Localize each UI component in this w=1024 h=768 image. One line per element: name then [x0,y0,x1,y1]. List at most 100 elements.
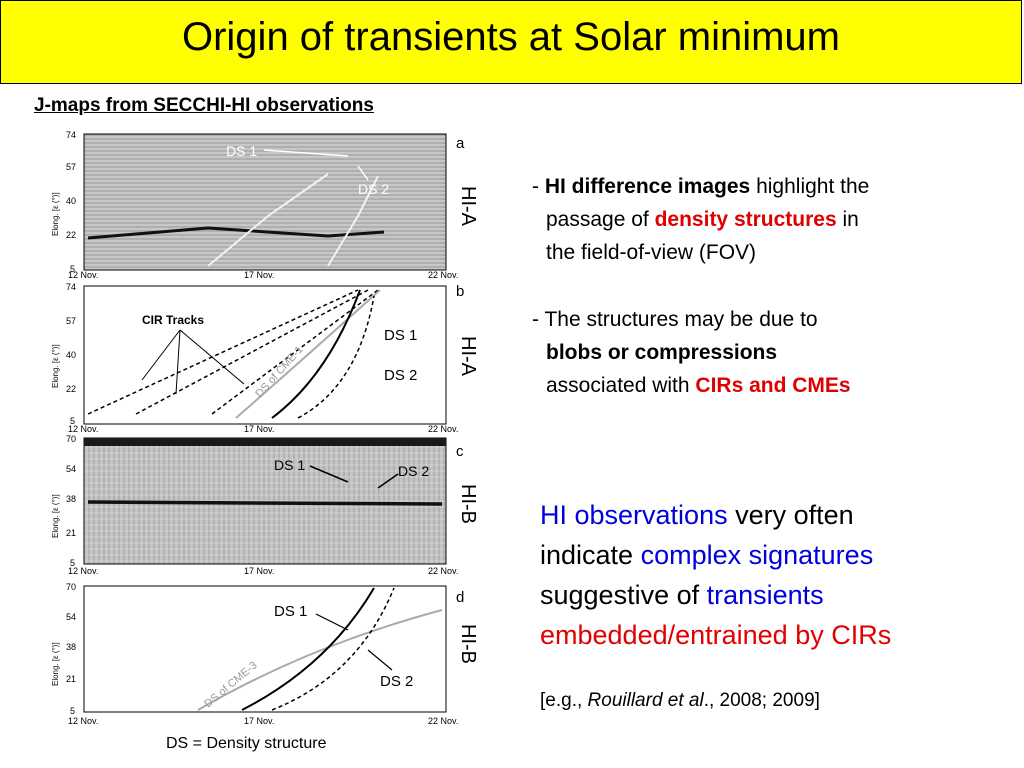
panel-d-ytick: 70 [66,582,76,592]
panel-d-xtick: 17 Nov. [244,716,274,726]
panel-b-cir-arrow [141,329,181,381]
panel-b-ytick: 22 [66,384,76,394]
obs-blue-text: transients [706,580,824,610]
panel-a-streak [207,173,329,267]
panel-d-ylabel: Elong. [ε (°)] [51,642,60,686]
bullet-text: - The structures may be due to [532,308,818,331]
obs-red-text: embedded/entrained by CIRs [540,620,892,650]
panel-a-side-label: HI-A [457,186,479,227]
title-bar: Origin of transients at Solar minimum [0,0,1022,84]
panel-a-bright-track [87,226,385,240]
jmap-figure: DS 1 DS 2 a HI-A 74 57 40 22 5 Elong. [ε… [51,130,479,726]
panel-c-ytick: 5 [70,558,75,568]
panel-b-ytick: 57 [66,316,76,326]
bullet-text: passage of [546,208,655,231]
panel-a-frame [83,133,447,271]
panel-b-cir-arrow [179,329,245,385]
panel-b-side-label: HI-A [457,336,479,377]
panel-c-ds2-label: DS 2 [398,463,429,479]
panel-b-xtick: 12 Nov. [68,424,98,434]
panel-b-cir-track [135,289,369,415]
figure-subtitle: J-maps from SECCHI-HI observations [34,95,374,116]
panel-d-ds2-label: DS 2 [380,673,413,690]
ref-pre: [e.g., [540,690,588,711]
ref-post: ., 2008; 2009] [703,690,820,711]
panel-a-letter: a [456,135,465,152]
panel-c-ylabel: Elong. [ε (°)] [51,494,60,538]
panel-a-ytick: 22 [66,230,76,240]
bullet-dash: - [532,175,545,198]
panel-a-streak-2 [327,175,379,267]
panel-d-ds1-track [241,587,375,711]
panel-a-ds1-arrow [263,149,349,157]
panel-c: DS 1 DS 2 c HI-B 70 54 38 21 5 Elong. [ε… [51,434,479,576]
obs-text: suggestive of [540,580,707,610]
panel-d-ytick: 21 [66,674,76,684]
panel-c-ytick: 38 [66,494,76,504]
panel-a-ylabel: Elong. [ε (°)] [51,192,60,236]
ref-authors: Rouillard et al [587,690,704,711]
panel-c-ytick: 70 [66,434,76,444]
panel-d-side-label: HI-B [457,624,479,664]
panel-a: DS 1 DS 2 a HI-A 74 57 40 22 5 Elong. [ε… [51,130,479,280]
panel-b-ds1-track [271,289,361,419]
bullet-text: highlight the [750,175,870,198]
obs-text: indicate [540,540,641,570]
bullet-hi-difference: - HI difference images highlight the pas… [532,170,1002,269]
panel-c-xtick: 22 Nov. [428,566,458,576]
obs-blue-text: complex signatures [640,540,874,570]
panel-b-ylabel: Elong. [ε (°)] [51,344,60,388]
panel-a-ytick: 57 [66,162,76,172]
bullet-line: passage of density structures in [532,203,1002,236]
panel-a-ds2-arrow [357,165,369,181]
panel-b-letter: b [456,283,464,300]
panel-d-ds2-arrow [367,649,393,671]
bullet-red-text: density structures [654,208,837,231]
bullet-text: associated with [546,374,696,397]
panel-c-side-label: HI-B [457,484,479,524]
obs-blue-text: HI observations [540,500,728,530]
panel-d-ds1-arrow [315,613,349,631]
bullet-structures: - The structures may be due to blobs or … [532,303,1002,402]
panel-b-ytick: 74 [66,282,76,292]
obs-text: very often [727,500,854,530]
panel-b-cir-label: CIR Tracks [142,313,204,327]
panel-b-ds1-label: DS 1 [384,327,417,344]
panel-a-ds2-label: DS 2 [358,181,389,197]
panel-c-xtick: 12 Nov. [68,566,98,576]
panel-c-xtick: 17 Nov. [244,566,274,576]
panel-c-top-band [84,438,446,446]
panel-d-ds2-track [271,587,395,711]
bullet-bold-text: HI difference images [544,175,751,198]
panel-b-ytick: 5 [70,416,75,426]
panel-c-ytick: 21 [66,528,76,538]
panel-b-cme-track [235,289,381,419]
panel-d-xtick: 12 Nov. [68,716,98,726]
panel-d-ds1-label: DS 1 [274,603,307,620]
slide-title: Origin of transients at Solar minimum [181,15,840,59]
bullet-line: the field-of-view (FOV) [546,241,757,264]
panel-a-ytick: 40 [66,196,76,206]
panel-a-ytick: 74 [66,130,76,140]
panel-b-ds2-track [297,295,375,419]
panel-b-ds2-label: DS 2 [384,367,417,384]
panel-b: CIR Tracks DS of CME-1 DS 1 DS 2 b HI-A … [51,282,479,434]
panel-d-cme-track [197,609,443,711]
panel-b-xtick: 17 Nov. [244,424,274,434]
panel-d-frame [83,585,447,713]
panel-d-letter: d [456,589,464,606]
panel-a-xtick: 17 Nov. [244,270,274,280]
observations-summary: HI observations very often indicate comp… [540,495,1010,655]
figure-caption: DS = Density structure [166,735,327,752]
panel-b-cir-arrow [175,329,181,395]
panel-a-xtick: 22 Nov. [428,270,458,280]
panel-a-xtick: 12 Nov. [68,270,98,280]
bullet-red-text: CIRs and CMEs [695,374,851,397]
panel-d-xtick: 22 Nov. [428,716,458,726]
panel-c-ds1-label: DS 1 [274,457,305,473]
panel-b-xtick: 22 Nov. [428,424,458,434]
panel-a-ds1-label: DS 1 [226,143,257,159]
panel-c-ytick: 54 [66,464,76,474]
panel-a-ytick: 5 [70,264,75,274]
panel-d-ytick: 54 [66,612,76,622]
